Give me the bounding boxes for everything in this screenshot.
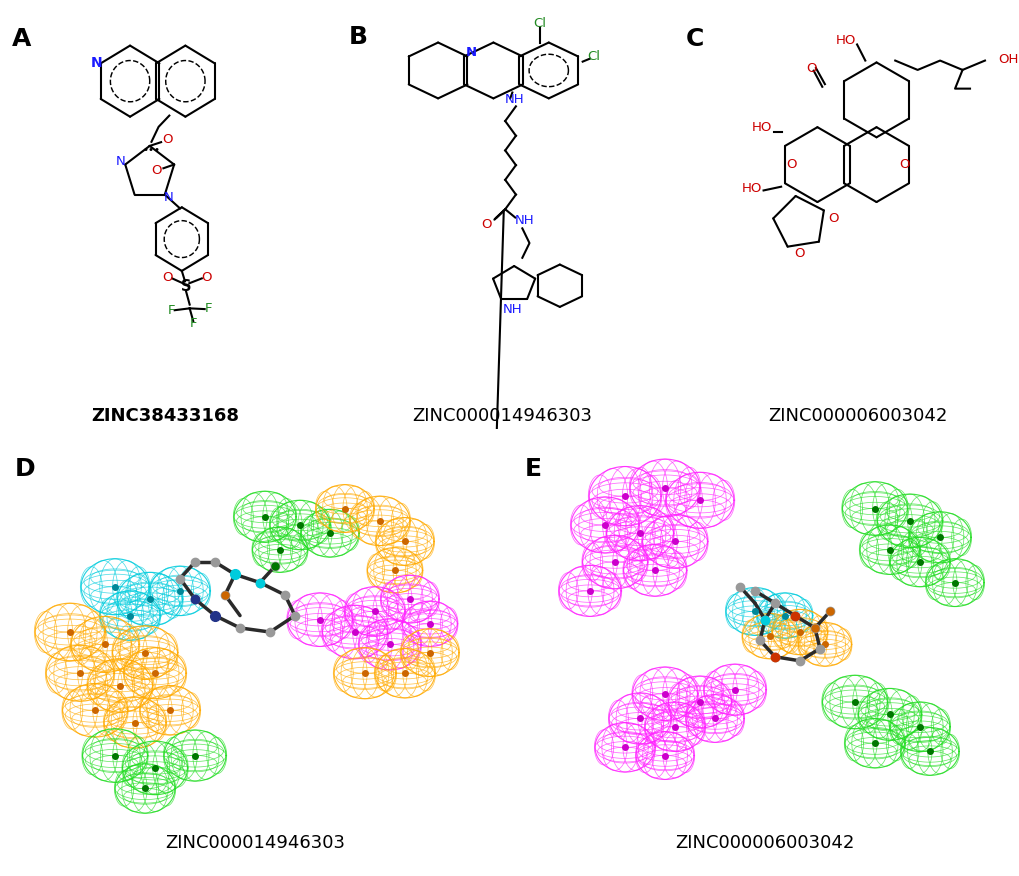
- Text: O: O: [794, 247, 804, 260]
- Text: NH: NH: [515, 214, 534, 227]
- Text: ZINC000006003042: ZINC000006003042: [675, 834, 854, 851]
- Text: F: F: [190, 317, 198, 330]
- Text: OH: OH: [998, 53, 1017, 66]
- Text: HO: HO: [835, 34, 855, 47]
- Text: N: N: [116, 155, 125, 168]
- Text: Cl: Cl: [533, 18, 546, 31]
- Text: O: O: [481, 218, 491, 231]
- Text: ZINC38433168: ZINC38433168: [92, 407, 239, 425]
- Text: S: S: [180, 279, 192, 294]
- Text: ZINC000014946303: ZINC000014946303: [165, 834, 344, 851]
- Text: ZINC000014946303: ZINC000014946303: [412, 407, 592, 425]
- Text: C: C: [685, 27, 703, 51]
- Text: F: F: [204, 302, 212, 314]
- Text: O: O: [162, 271, 172, 284]
- Text: ZINC000006003042: ZINC000006003042: [767, 407, 947, 425]
- Text: HO: HO: [751, 122, 771, 134]
- Text: Cl: Cl: [586, 50, 599, 63]
- Text: O: O: [162, 133, 172, 146]
- Text: O: O: [151, 164, 162, 177]
- Text: HO: HO: [742, 182, 762, 195]
- Text: NH: NH: [504, 93, 524, 106]
- Text: D: D: [15, 457, 36, 481]
- Text: O: O: [899, 158, 909, 171]
- Text: O: O: [202, 271, 212, 284]
- Text: A: A: [12, 27, 32, 51]
- Text: F: F: [168, 305, 175, 317]
- Text: •••: •••: [143, 145, 161, 154]
- Text: E: E: [525, 457, 541, 481]
- Text: N: N: [465, 46, 476, 59]
- Text: N: N: [91, 56, 103, 70]
- Text: O: O: [827, 212, 838, 225]
- Text: NH: NH: [502, 303, 522, 315]
- Text: N: N: [163, 191, 173, 204]
- Text: O: O: [786, 158, 796, 171]
- Text: B: B: [348, 25, 368, 49]
- Text: O: O: [805, 61, 815, 74]
